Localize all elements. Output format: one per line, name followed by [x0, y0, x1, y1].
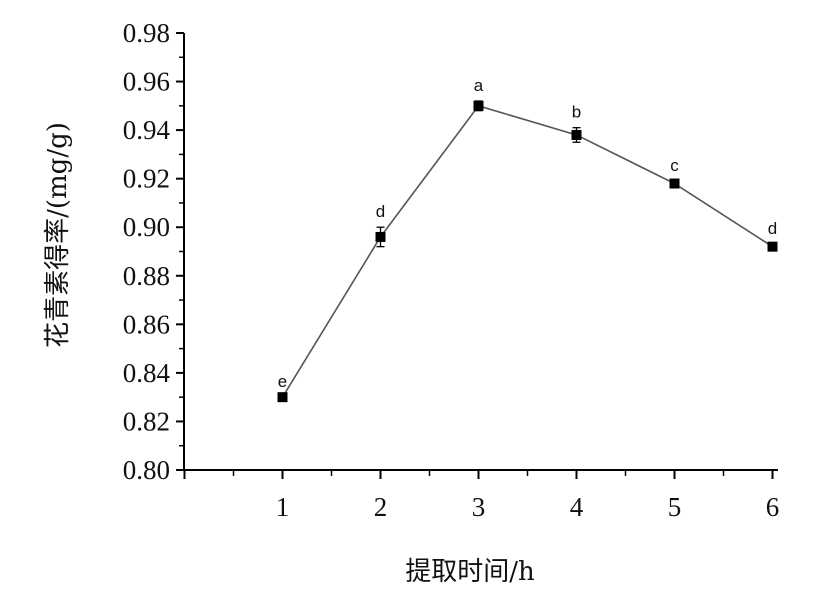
y-tick-label: 0.98: [123, 18, 170, 48]
data-point-marker: [375, 231, 386, 242]
y-tick-label: 0.86: [123, 309, 170, 339]
significance-label: d: [768, 219, 777, 238]
axes: [183, 33, 778, 471]
data-point-marker: [767, 241, 778, 252]
series-line: [281, 104, 773, 398]
significance-label: d: [376, 202, 385, 221]
y-axis-title: 花青素得率/(mg/g): [43, 122, 73, 348]
x-tick-label: 2: [374, 492, 388, 522]
x-tick-label: 5: [668, 492, 682, 522]
data-point-marker: [473, 100, 484, 111]
x-tick-label: 3: [472, 492, 486, 522]
plot-area: e d a b c d: [277, 76, 778, 403]
y-tick-label: 0.92: [123, 164, 170, 194]
x-tick-label: 6: [766, 492, 780, 522]
x-axis-ticks: 1 2 3 4 5 6: [183, 470, 780, 522]
y-axis-ticks: 0.80 0.82 0.84 0.86 0.88 0.90 0.92 0.94 0.96 0.98: [123, 18, 184, 485]
significance-label: b: [572, 103, 581, 122]
significance-label: a: [474, 76, 484, 95]
y-tick-label: 0.90: [123, 212, 170, 242]
y-tick-label: 0.94: [123, 115, 171, 145]
data-point-marker: [571, 129, 582, 140]
significance-label: c: [670, 156, 679, 175]
data-point-marker: [277, 392, 288, 403]
y-tick-label: 0.82: [123, 406, 170, 436]
y-tick-label: 0.96: [123, 67, 170, 97]
y-tick-label: 0.80: [123, 455, 170, 485]
y-tick-label: 0.88: [123, 261, 170, 291]
significance-label: e: [278, 372, 287, 391]
x-tick-label: 4: [570, 492, 584, 522]
y-tick-label: 0.84: [123, 358, 171, 388]
data-point-marker: [669, 178, 680, 189]
x-tick-label: 1: [276, 492, 290, 522]
x-axis-title: 提取时间/h: [405, 557, 535, 587]
